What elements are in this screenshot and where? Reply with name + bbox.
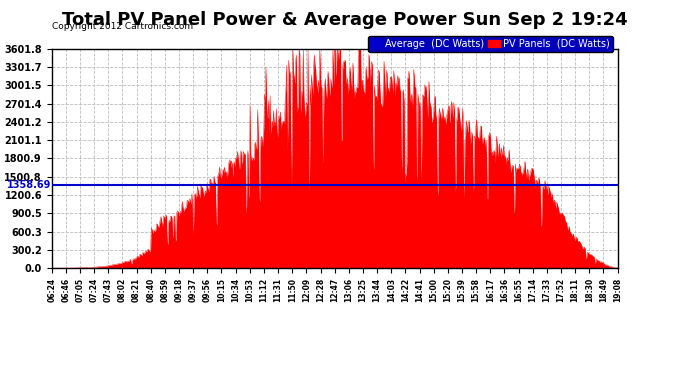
Text: Copyright 2012 Cartronics.com: Copyright 2012 Cartronics.com xyxy=(52,22,193,31)
Text: 1358.69: 1358.69 xyxy=(7,180,51,190)
Legend: Average  (DC Watts), PV Panels  (DC Watts): Average (DC Watts), PV Panels (DC Watts) xyxy=(368,36,613,52)
Text: Total PV Panel Power & Average Power Sun Sep 2 19:24: Total PV Panel Power & Average Power Sun… xyxy=(62,11,628,29)
